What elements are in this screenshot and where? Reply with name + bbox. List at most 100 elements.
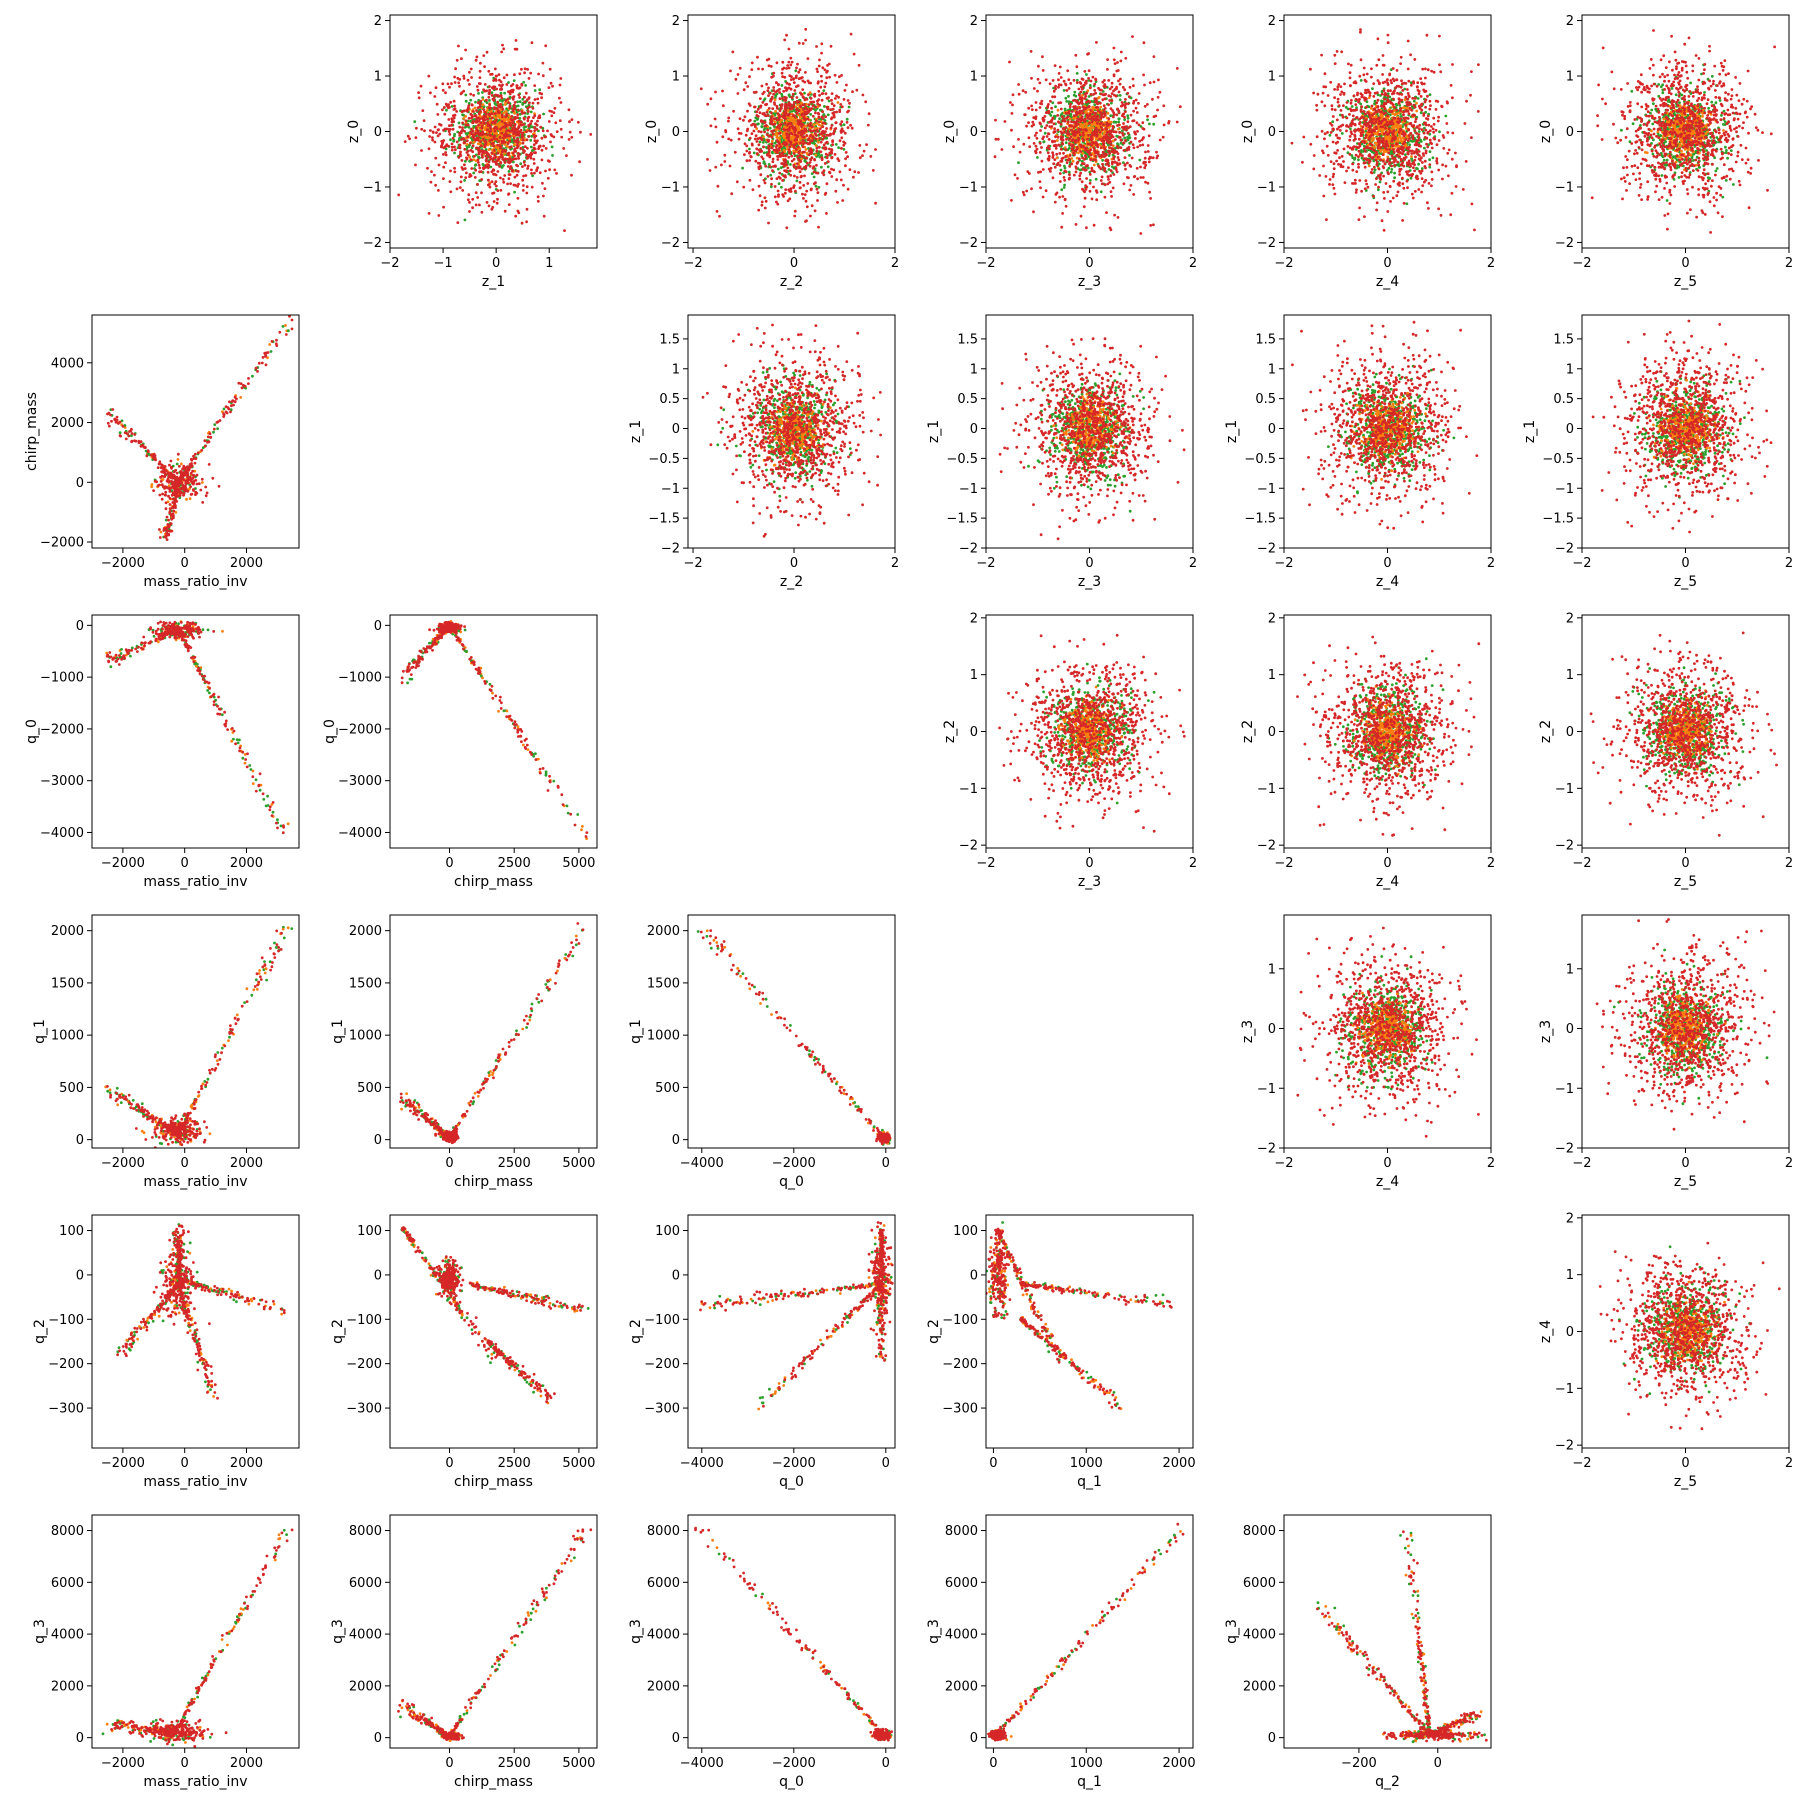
scatter-point [736, 127, 740, 131]
scatter-point [1103, 155, 1106, 158]
scatter-point [776, 112, 780, 116]
scatter-point [433, 125, 437, 129]
scatter-point [838, 139, 842, 143]
scatter-point [507, 114, 511, 117]
scatter-point [505, 144, 509, 148]
scatter-point [723, 160, 727, 163]
scatter-point [770, 130, 773, 133]
scatter-point [531, 174, 534, 178]
scatter-point [509, 160, 512, 164]
scatter-point [838, 108, 842, 112]
scatter-point [563, 229, 566, 233]
scatter-point [842, 143, 846, 147]
scatter-point [775, 200, 778, 204]
scatter-point [1082, 205, 1086, 209]
scatter-point [1072, 120, 1076, 124]
scatter-point [763, 196, 767, 200]
scatter-point [746, 85, 750, 88]
scatter-point [731, 50, 735, 54]
scatter-point [1143, 104, 1147, 108]
scatter-point [807, 109, 811, 113]
scatter-point [510, 115, 514, 118]
scatter-point [755, 127, 759, 131]
scatter-point [549, 81, 553, 85]
scatter-point [721, 104, 725, 108]
scatter-point [1132, 109, 1135, 113]
scatter-point [789, 173, 793, 177]
scatter-point [804, 27, 808, 31]
scatter-point [570, 135, 574, 139]
scatter-point [1099, 133, 1102, 137]
scatter-point [1115, 113, 1119, 117]
scatter-point [795, 138, 798, 142]
scatter-point [469, 112, 473, 116]
scatter-point [1035, 136, 1039, 140]
scatter-point [772, 148, 776, 152]
scatter-point [1063, 119, 1067, 123]
scatter-point [511, 83, 515, 86]
scatter-point [790, 60, 794, 64]
scatter-point [839, 103, 843, 106]
scatter-point [1143, 156, 1147, 160]
scatter-point [476, 158, 480, 162]
scatter-point [789, 63, 793, 67]
scatter-point [516, 127, 520, 131]
scatter-point [480, 153, 484, 157]
scatter-point [825, 156, 829, 160]
scatter-point [803, 91, 806, 95]
scatter-point [523, 71, 526, 75]
scatter-point [1111, 144, 1115, 148]
scatter-point [757, 67, 760, 71]
scatter-point [479, 61, 482, 65]
scatter-point [463, 141, 467, 145]
scatter-point [1084, 94, 1088, 98]
scatter-point [516, 145, 520, 148]
scatter-point [1085, 226, 1088, 230]
scatter-point [766, 114, 770, 117]
scatter-point [1135, 166, 1139, 170]
scatter-point [538, 114, 542, 117]
scatter-point [471, 144, 475, 148]
scatter-point [822, 143, 826, 147]
scatter-point [527, 77, 531, 80]
scatter-point [824, 92, 828, 96]
scatter-point [733, 150, 737, 154]
scatter-point [782, 131, 786, 135]
scatter-point [831, 143, 835, 147]
scatter-point [509, 118, 513, 121]
scatter-point [1068, 154, 1072, 157]
scatter-point [1055, 139, 1059, 142]
scatter-point [469, 67, 473, 71]
scatter-point [494, 184, 498, 188]
scatter-point [1049, 119, 1053, 123]
scatter-point [453, 104, 456, 108]
scatter-point [429, 91, 432, 95]
scatter-point [844, 164, 847, 168]
scatter-point [1077, 157, 1081, 161]
scatter-point [471, 150, 475, 154]
scatter-point [783, 98, 787, 102]
scatter-point [496, 151, 500, 155]
scatter-point [755, 140, 759, 143]
scatter-point [1062, 89, 1066, 92]
scatter-point [488, 120, 491, 124]
scatter-point [493, 129, 497, 133]
scatter-point [481, 151, 484, 155]
scatter-point [449, 138, 452, 142]
scatter-point [1088, 142, 1092, 146]
scatter-point [498, 135, 502, 139]
scatter-point [815, 163, 818, 167]
scatter-point [827, 99, 831, 103]
scatter-point [494, 173, 498, 177]
scatter-point [721, 135, 725, 139]
scatter-point [1102, 109, 1106, 112]
scatter-point [536, 119, 539, 123]
scatter-point [1091, 111, 1095, 114]
scatter-point [546, 159, 550, 163]
scatter-point [826, 64, 829, 67]
scatter-point [487, 112, 491, 116]
scatter-point [745, 129, 749, 133]
scatter-point [780, 84, 784, 87]
scatter-point [447, 118, 451, 121]
scatter-point [825, 76, 829, 80]
